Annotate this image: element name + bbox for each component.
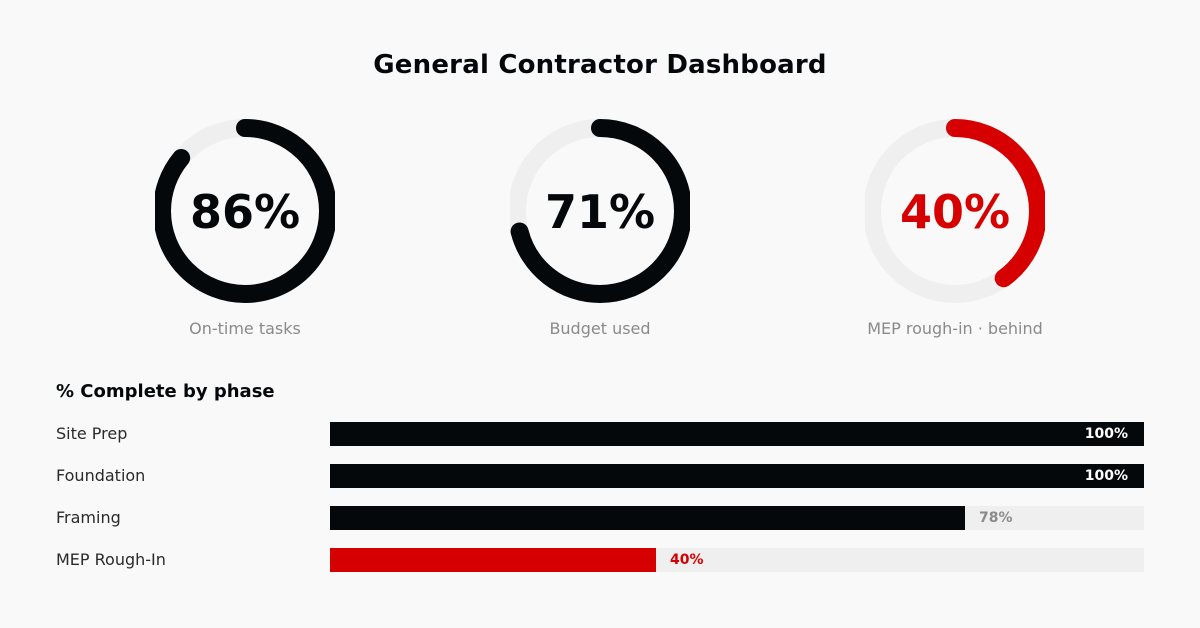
phase-row: Foundation 100% — [0, 464, 1200, 488]
gauge-ring — [510, 119, 690, 303]
phase-value-label: 100% — [1084, 426, 1128, 442]
gauge-2: 71% Budget used — [480, 116, 720, 356]
phase-chart-title: % Complete by phase — [56, 381, 275, 402]
gauge-arc — [865, 119, 1045, 303]
gauge-arc — [510, 119, 690, 303]
phase-bar — [330, 506, 965, 530]
gauge-1: 86% On-time tasks — [125, 116, 365, 356]
phase-bar-track: 78% — [330, 506, 1144, 530]
gauge-value: 71% — [544, 185, 656, 239]
gauge-arc — [155, 119, 335, 303]
gauge-label: MEP rough-in · behind — [867, 319, 1043, 338]
phase-row: Site Prep 100% — [0, 422, 1200, 446]
phase-row: MEP Rough-In 40% — [0, 548, 1200, 572]
phase-bar — [330, 464, 1144, 488]
phase-bar-track: 40% — [330, 548, 1144, 572]
gauge-3: 40% MEP rough-in · behind — [835, 116, 1075, 356]
phase-bar-track: 100% — [330, 422, 1144, 446]
phase-value-label: 78% — [979, 510, 1013, 526]
gauge-value: 40% — [899, 185, 1011, 239]
phase-label: Site Prep — [56, 424, 128, 443]
phase-label: Framing — [56, 508, 121, 527]
gauge-label: On-time tasks — [189, 319, 301, 338]
phase-bar — [330, 548, 656, 572]
phase-row: Framing 78% — [0, 506, 1200, 530]
gauge-value: 86% — [189, 185, 301, 239]
gauge-ring — [155, 119, 335, 303]
phase-value-label: 100% — [1084, 468, 1128, 484]
phase-label: Foundation — [56, 466, 146, 485]
phase-value-label: 40% — [670, 552, 704, 568]
phase-bar — [330, 422, 1144, 446]
phase-bar-track: 100% — [330, 464, 1144, 488]
gauge-ring — [865, 119, 1045, 303]
gauge-label: Budget used — [549, 319, 651, 338]
dashboard-title: General Contractor Dashboard — [373, 50, 827, 80]
phase-label: MEP Rough-In — [56, 550, 166, 569]
